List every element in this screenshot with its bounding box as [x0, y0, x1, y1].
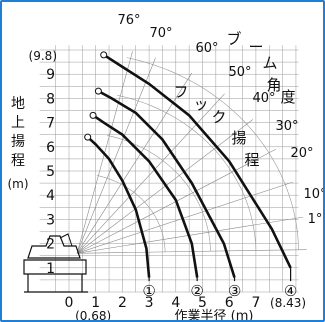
hook-height-title-char: 程: [244, 151, 259, 169]
y-axis-title-char: 程: [11, 153, 25, 169]
boom-curve-2: [92, 114, 199, 278]
y-tick-label: 9: [46, 67, 55, 83]
y-axis-unit: (m): [7, 177, 28, 191]
x-tick-label: 6: [225, 295, 234, 311]
boom-tip-point: [84, 133, 92, 141]
hook-height-title-char: ク: [211, 108, 226, 126]
axes: 0 1 2 3 4 5 6 7 (0.68) (8.43) 1 2 3 4 5 6 7 8 9 (9.8): [29, 49, 307, 320]
x-tick-label: 7: [251, 295, 260, 311]
y-tick-label: 5: [46, 164, 55, 180]
x-tick-label: 4: [171, 295, 180, 311]
y-tick-label: 2: [46, 237, 55, 253]
boom-tip-point: [94, 87, 102, 95]
boom-angle-label: 20°: [290, 146, 313, 161]
x-tick-label: 0: [65, 295, 74, 311]
boom-angle-label: 60°: [195, 41, 218, 56]
hook-height-title-char: 揚: [231, 129, 246, 147]
boom-angle-ray: [76, 51, 133, 254]
x-axis-title: 作業半径 (m): [175, 308, 254, 320]
x-extra-tick-label: (8.43): [270, 296, 306, 310]
boom-angle-label: 30°: [275, 119, 298, 134]
series-marker: ③: [228, 282, 241, 300]
series-marker: ①: [142, 282, 155, 300]
series-marker: ②: [190, 282, 203, 300]
boom-angle-title-char: 度: [280, 88, 295, 106]
boom-angle-title-char: 角: [266, 76, 281, 94]
y-tick-label: 3: [46, 212, 55, 228]
hook-height-arcs: [96, 57, 299, 252]
y-tick-label: 4: [46, 188, 55, 204]
crane-body: [23, 233, 88, 293]
boom-angle-label: 1°: [308, 212, 323, 227]
y-tick-label: 1: [46, 261, 55, 277]
boom-length-arc: [106, 135, 211, 252]
y-extra-tick-label: (9.8): [29, 49, 57, 63]
y-axis-title-char: 地: [11, 96, 25, 112]
y-axis-title-char: 揚: [11, 133, 25, 150]
boom-curves: ① ② ③ ④: [84, 51, 297, 300]
boom-angle-title-char: ム: [262, 54, 277, 72]
boom-angle-label: 10°: [303, 187, 323, 202]
boom-angle-ray: [76, 93, 225, 254]
y-tick-label: 6: [46, 140, 55, 156]
boom-angle-ray: [76, 181, 293, 254]
boom-tip-point: [100, 51, 108, 59]
y-tick-label: 7: [46, 116, 55, 132]
y-axis-title-char: 上: [11, 115, 25, 131]
boom-angle-label: 70°: [149, 26, 172, 41]
hook-height-title-char: フ: [173, 83, 188, 101]
boom-curve-1: [86, 136, 151, 278]
boom-length-arc: [96, 175, 166, 252]
boom-length-arc: [117, 95, 257, 251]
boom-angle-label: 40°: [252, 91, 275, 106]
boom-angle-title-char: ー: [248, 38, 263, 56]
hook-height-title-char: ッ: [193, 95, 208, 113]
boom-angle-title-char: ブ: [226, 30, 241, 48]
boom-length-arc: [126, 57, 299, 250]
x-tick-label: 5: [198, 295, 207, 311]
x-tick-label: 3: [145, 295, 154, 311]
boom-curve-4: [102, 53, 292, 269]
x-tick-label: 1: [91, 295, 100, 311]
x-tick-label: 2: [118, 295, 127, 311]
boom-angle-label: 50°: [228, 65, 251, 80]
x-extra-tick-label: (0.68): [75, 309, 111, 320]
boom-tip-point: [89, 111, 97, 119]
y-tick-label: 8: [46, 91, 55, 107]
boom-curve-3: [97, 89, 236, 278]
boom-angle-label: 76°: [117, 13, 140, 28]
labels: 作業半径 (m)地上揚程(m)76°70°60°50°40°30°20°10°1…: [7, 13, 323, 320]
series-marker: ④: [284, 282, 297, 300]
boom-angle-ray: [76, 57, 156, 254]
